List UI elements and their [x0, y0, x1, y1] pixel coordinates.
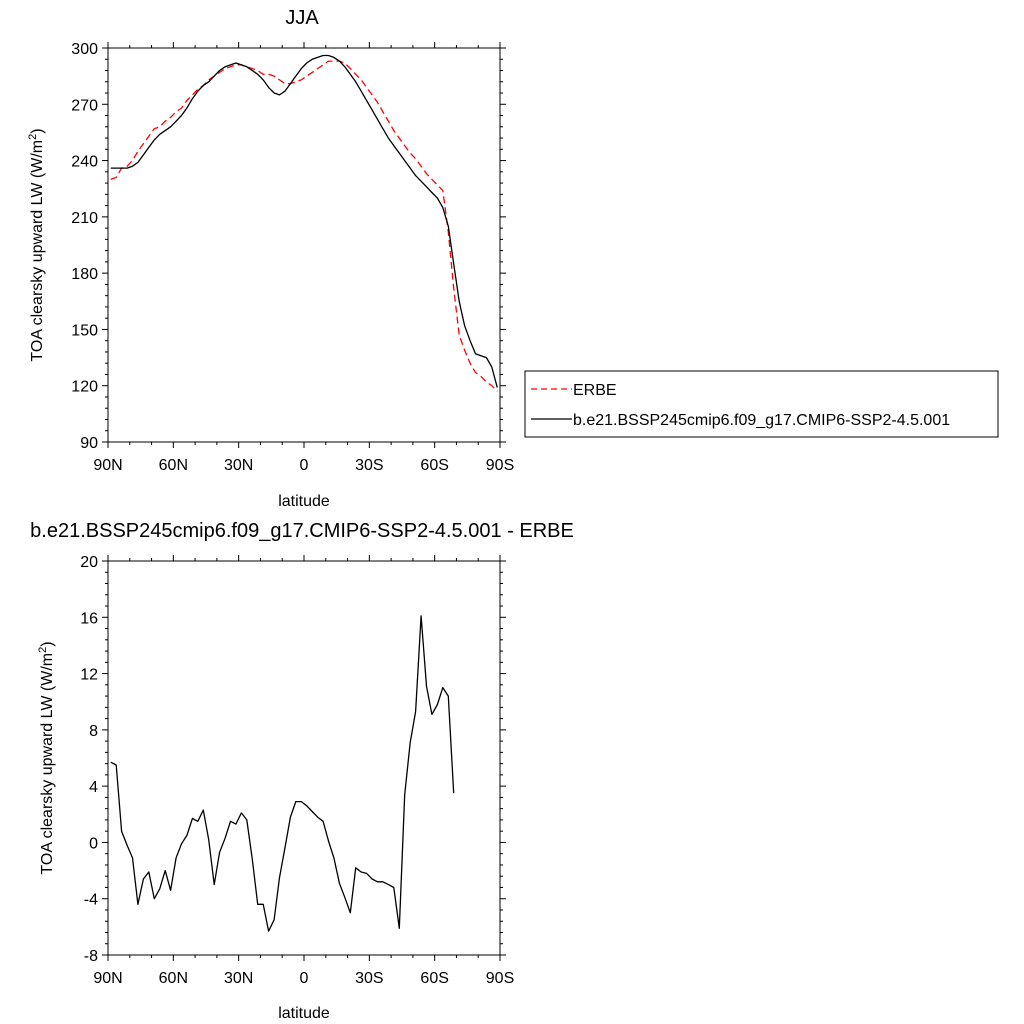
top-x-axis-label: latitude	[278, 493, 330, 510]
y-tick-label: 20	[80, 554, 98, 571]
top-x-ticks: 90N 60N 30N 0 30S 60S 90S	[93, 42, 514, 474]
x-tick-label: 60S	[420, 457, 448, 474]
top-chart-title: JJA	[285, 7, 319, 29]
series-line-erbe	[110, 60, 498, 392]
top-series-lines	[110, 54, 498, 392]
x-tick-label: 30N	[224, 970, 253, 987]
y-tick-label: 0	[89, 835, 98, 852]
y-tick-label: 120	[71, 379, 98, 396]
legend-model-label: b.e21.BSSP245cmip6.f09_g17.CMIP6-SSP2-4.…	[573, 412, 950, 429]
panel-bottom: b.e21.BSSP245cmip6.f09_g17.CMIP6-SSP2-4.…	[30, 520, 574, 1022]
x-tick-label: 90N	[93, 457, 122, 474]
x-tick-label: 90N	[93, 970, 122, 987]
y-tick-label: 4	[89, 779, 98, 796]
x-tick-label: 30S	[355, 457, 383, 474]
y-tick-label: 270	[71, 97, 98, 114]
y-tick-label: 90	[80, 435, 98, 452]
x-tick-label: 60N	[159, 970, 188, 987]
bottom-series-lines	[110, 615, 455, 932]
top-legend: ERBE b.e21.BSSP245cmip6.f09_g17.CMIP6-SS…	[524, 370, 999, 438]
legend-box	[524, 370, 999, 438]
x-tick-label: 0	[300, 970, 309, 987]
bottom-y-ticks: -8 -4 0 4 8 12 16 20	[80, 554, 506, 965]
bottom-plot-frame	[107, 560, 501, 956]
top-plot-frame	[107, 47, 501, 443]
x-tick-label: 60S	[420, 970, 448, 987]
top-y-axis-label: TOA clearsky upward LW (W/m2)	[27, 128, 46, 361]
panel-top: JJA 90 120 150 180 210 240 270 300 90N 60N 30N 0 30…	[27, 7, 999, 510]
bottom-chart-title: b.e21.BSSP245cmip6.f09_g17.CMIP6-SSP2-4.…	[30, 520, 574, 542]
x-tick-label: 30S	[355, 970, 383, 987]
y-tick-label: 16	[80, 610, 98, 627]
y-tick-label: 300	[71, 41, 98, 58]
x-tick-label: 90S	[486, 457, 514, 474]
y-tick-label: 150	[71, 322, 98, 339]
y-tick-label: 240	[71, 154, 98, 171]
y-tick-label: 180	[71, 266, 98, 283]
y-tick-label: 12	[80, 667, 98, 684]
x-tick-label: 60N	[159, 457, 188, 474]
legend-erbe-label: ERBE	[573, 382, 617, 399]
y-tick-label: 8	[89, 723, 98, 740]
x-tick-label: 0	[300, 457, 309, 474]
bottom-x-ticks: 90N 60N 30N 0 30S 60S 90S	[93, 555, 514, 987]
bottom-y-axis-label: TOA clearsky upward LW (W/m2)	[37, 641, 56, 874]
x-tick-label: 90S	[486, 970, 514, 987]
series-line-model	[110, 54, 498, 388]
y-tick-label: -8	[84, 948, 98, 965]
x-tick-label: 30N	[224, 457, 253, 474]
top-y-ticks: 90 120 150 180 210 240 270 300	[71, 41, 506, 452]
y-tick-label: -4	[84, 892, 98, 909]
series-line-model	[110, 615, 455, 932]
y-tick-label: 210	[71, 210, 98, 227]
bottom-x-axis-label: latitude	[278, 1005, 330, 1022]
